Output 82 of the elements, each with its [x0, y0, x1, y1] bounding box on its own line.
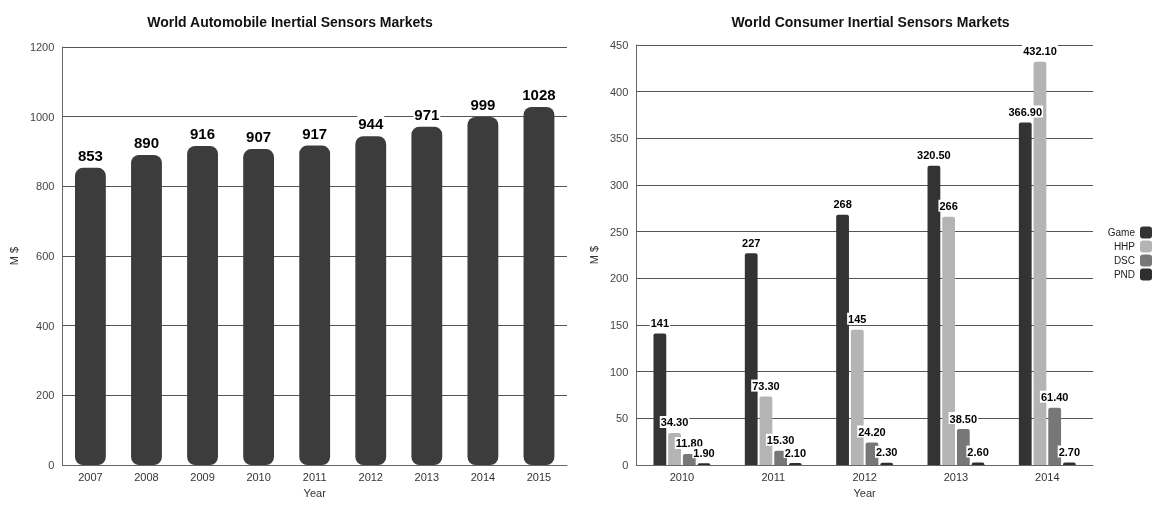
bar: [1018, 122, 1032, 465]
x-tick-label: 2010: [246, 470, 271, 483]
y-tick-label: 150: [609, 319, 629, 331]
data-label: 266: [939, 200, 958, 213]
bar: [836, 214, 849, 465]
data-label: 61.40: [1040, 391, 1069, 404]
x-tick-label: 2012: [358, 470, 383, 483]
x-tick-label: 2008: [134, 470, 159, 483]
bar: [299, 145, 331, 465]
data-label: 890: [133, 133, 159, 151]
data-label: 432.10: [1023, 45, 1057, 58]
bar: [74, 167, 106, 465]
y-tick-label: 450: [609, 39, 629, 51]
x-axis-title: Year: [853, 486, 877, 499]
data-label: 2.70: [1058, 445, 1081, 458]
data-label: 2.60: [967, 446, 989, 459]
y-tick-label: 600: [36, 250, 55, 262]
bar: [411, 126, 443, 465]
y-axis-title: M $: [587, 245, 600, 265]
x-tick-label: 2013: [943, 470, 969, 483]
y-tick-label: 250: [609, 225, 629, 238]
x-tick-label: 2014: [470, 470, 496, 483]
x-tick-label: 2015: [526, 470, 552, 483]
legend-label: HHP: [1113, 241, 1136, 252]
y-tick-label: 200: [36, 389, 55, 402]
y-tick-label: 50: [616, 412, 629, 425]
bar: [355, 136, 387, 465]
data-label: 320.50: [917, 149, 951, 162]
y-tick-label: 1200: [29, 41, 55, 53]
data-label: 2.30: [875, 446, 898, 459]
legend-label: Game: [1107, 227, 1136, 238]
data-label: 34.30: [660, 416, 689, 429]
data-label: 145: [848, 313, 867, 326]
x-axis-title: Year: [303, 486, 327, 499]
data-label: 853: [77, 146, 103, 164]
data-label: 268: [833, 198, 852, 211]
data-label: 24.20: [858, 425, 886, 438]
data-label: 1.90: [693, 446, 715, 459]
bar: [131, 154, 162, 465]
y-tick-label: 400: [36, 319, 55, 332]
y-tick-label: 400: [609, 85, 629, 98]
chart-title: World Consumer Inertial Sensors Markets: [731, 14, 1010, 30]
data-label: 2.10: [784, 446, 807, 459]
data-label: 971: [414, 105, 440, 123]
data-label: 916: [190, 124, 216, 142]
x-tick-label: 2009: [190, 470, 215, 483]
y-tick-label: 0: [622, 459, 629, 471]
legend-label: DSC: [1113, 255, 1135, 266]
y-tick-label: 1000: [29, 110, 55, 123]
x-tick-label: 2012: [852, 470, 877, 483]
y-tick-label: 200: [609, 272, 629, 285]
data-label: 366.90: [1008, 106, 1043, 119]
x-tick-label: 2011: [761, 470, 786, 483]
data-label: 11.80: [675, 437, 703, 450]
x-tick-label: 2011: [302, 470, 327, 483]
y-tick-label: 800: [36, 180, 55, 193]
bar: [927, 165, 941, 465]
data-label: 944: [358, 115, 384, 133]
data-label: 1028: [522, 85, 556, 103]
x-tick-label: 2013: [414, 470, 440, 483]
data-label: 73.30: [752, 380, 780, 393]
bar: [187, 145, 218, 465]
bar: [243, 149, 275, 465]
data-label: 917: [302, 124, 328, 142]
y-tick-label: 300: [609, 179, 629, 191]
x-tick-label: 2007: [78, 470, 103, 483]
x-tick-label: 2014: [1035, 470, 1060, 483]
y-tick-label: 0: [48, 459, 55, 471]
data-label: 141: [650, 316, 670, 329]
y-axis-title: M $: [7, 246, 20, 266]
chart-title: World Automobile Inertial Sensors Markets: [147, 14, 433, 30]
x-tick-label: 2010: [669, 470, 695, 483]
data-label: 38.50: [949, 412, 978, 425]
data-label: 907: [246, 128, 272, 146]
bar: [467, 117, 499, 465]
data-label: 227: [742, 236, 761, 249]
data-label: 999: [470, 96, 496, 114]
bar: [523, 106, 555, 465]
legend-label: PND: [1113, 269, 1135, 280]
y-tick-label: 350: [609, 132, 629, 145]
data-label: 15.30: [766, 434, 795, 447]
y-tick-label: 100: [609, 365, 629, 378]
